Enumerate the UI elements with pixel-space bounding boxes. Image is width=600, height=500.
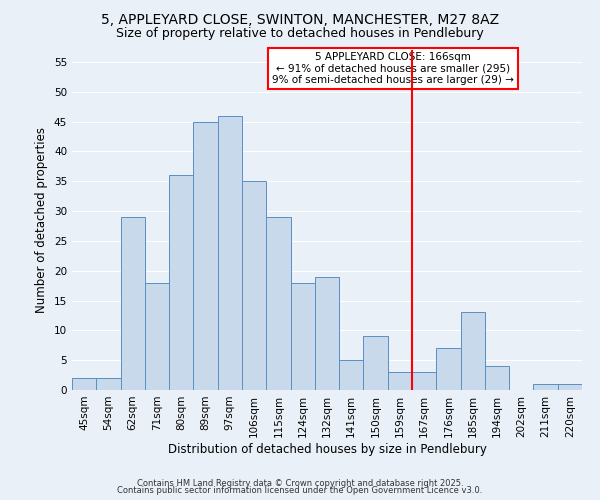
Text: Contains HM Land Registry data © Crown copyright and database right 2025.: Contains HM Land Registry data © Crown c… — [137, 478, 463, 488]
Bar — [558, 384, 582, 390]
Text: Contains public sector information licensed under the Open Government Licence v3: Contains public sector information licen… — [118, 486, 482, 495]
Bar — [315, 276, 339, 390]
Bar — [290, 282, 315, 390]
Bar — [145, 282, 169, 390]
Bar — [242, 181, 266, 390]
Bar — [96, 378, 121, 390]
Bar — [461, 312, 485, 390]
Text: Size of property relative to detached houses in Pendlebury: Size of property relative to detached ho… — [116, 28, 484, 40]
Bar — [388, 372, 412, 390]
Bar — [412, 372, 436, 390]
Bar — [364, 336, 388, 390]
X-axis label: Distribution of detached houses by size in Pendlebury: Distribution of detached houses by size … — [167, 442, 487, 456]
Bar — [121, 217, 145, 390]
Text: 5, APPLEYARD CLOSE, SWINTON, MANCHESTER, M27 8AZ: 5, APPLEYARD CLOSE, SWINTON, MANCHESTER,… — [101, 12, 499, 26]
Bar — [485, 366, 509, 390]
Bar — [169, 176, 193, 390]
Bar — [193, 122, 218, 390]
Bar — [436, 348, 461, 390]
Y-axis label: Number of detached properties: Number of detached properties — [35, 127, 49, 313]
Bar — [218, 116, 242, 390]
Bar — [533, 384, 558, 390]
Text: 5 APPLEYARD CLOSE: 166sqm
← 91% of detached houses are smaller (295)
9% of semi-: 5 APPLEYARD CLOSE: 166sqm ← 91% of detac… — [272, 52, 514, 85]
Bar — [72, 378, 96, 390]
Bar — [266, 217, 290, 390]
Bar — [339, 360, 364, 390]
